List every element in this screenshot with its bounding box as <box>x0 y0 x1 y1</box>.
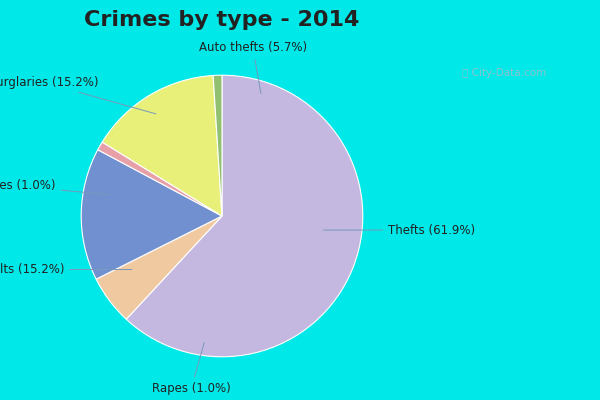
Text: Thefts (61.9%): Thefts (61.9%) <box>323 224 475 236</box>
Wedge shape <box>98 142 222 216</box>
Text: Auto thefts (5.7%): Auto thefts (5.7%) <box>199 41 307 94</box>
Wedge shape <box>102 76 222 216</box>
Text: ⓘ City-Data.com: ⓘ City-Data.com <box>461 68 546 78</box>
Text: Assaults (15.2%): Assaults (15.2%) <box>0 263 132 276</box>
Text: Robberies (1.0%): Robberies (1.0%) <box>0 178 109 195</box>
Text: Burglaries (15.2%): Burglaries (15.2%) <box>0 76 156 114</box>
Title: Crimes by type - 2014: Crimes by type - 2014 <box>85 10 359 30</box>
Wedge shape <box>81 150 222 279</box>
Wedge shape <box>126 75 363 357</box>
Wedge shape <box>96 216 222 319</box>
Text: Rapes (1.0%): Rapes (1.0%) <box>152 342 230 395</box>
Wedge shape <box>213 75 222 216</box>
